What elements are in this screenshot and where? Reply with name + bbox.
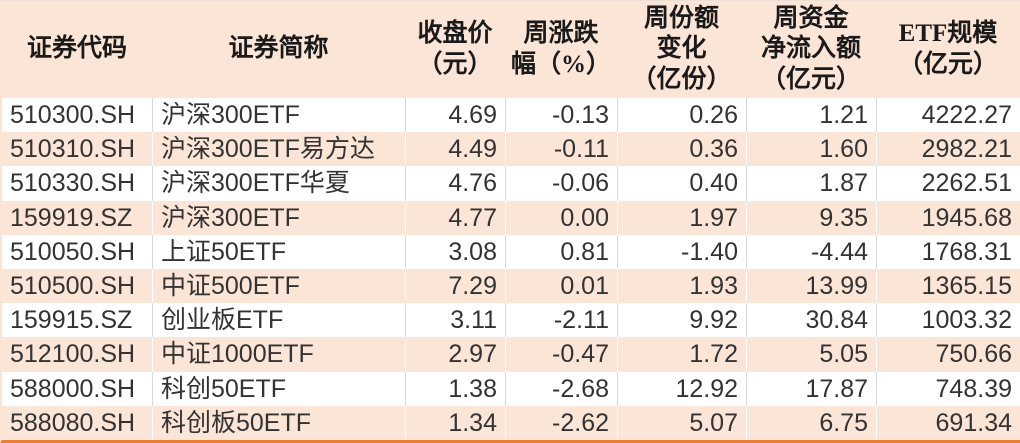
cell-chg: 0.01 [505,268,617,304]
cell-code: 512100.SH [10,340,136,369]
cell-close: 2.97 [405,337,505,372]
cell-scale: 748.39 [876,371,1020,406]
cell-code: 510330.SH [10,169,136,198]
cell-share: 9.92 [617,303,746,338]
table-row: 510500.SH 中证500ETF 7.29 0.01 1.93 13.99 1365.1… [2,268,1020,304]
cell-code: 510310.SH [10,135,136,164]
cell-share: 0.36 [617,132,746,167]
header-cell-share: 周份额 变化 （亿份） [631,4,732,93]
cell-code: 588000.SH [10,374,136,403]
cell-chg: 0.00 [505,200,617,235]
cell-scale: 691.34 [876,405,1020,440]
cell-close: 3.11 [405,303,505,338]
cell-flow: 9.35 [746,200,876,235]
table-row: 510300.SH 沪深300ETF 4.69 -0.13 0.26 1.21 4222.2… [2,98,1020,133]
cell-close: 4.77 [405,200,505,235]
cell-chg: -0.11 [505,132,617,167]
table-row: 588080.SH 科创板50ETF 1.34 -2.62 5.07 6.75 691.34 [2,405,1020,440]
cell-scale: 1003.32 [876,303,1020,338]
table-row: 510050.SH 上证50ETF 3.08 0.81 -1.40 -4.44 1768.3… [2,234,1020,269]
cell-close: 4.49 [405,132,505,167]
table-row: 510310.SH 沪深300ETF易方达 4.49 -0.11 0.36 1.60 298… [2,132,1020,167]
cell-flow: 5.05 [746,337,876,372]
cell-scale: 4222.27 [876,98,1020,133]
cell-close: 3.08 [405,234,505,269]
cell-share: 1.72 [617,337,746,372]
cell-scale: 1768.31 [876,234,1020,269]
header-cell-scale: ETF规模 （亿元） [897,20,998,78]
cell-name: 创业板ETF [152,303,405,338]
table-header-row: 证券代码 证券简称 收盘价 （元） 周涨跌 幅（%） 周份额 变化 （亿份） 周资金 净流… [2,1,1020,98]
cell-close: 1.34 [405,405,505,440]
cell-code: 588080.SH [10,408,136,437]
cell-scale: 1945.68 [876,200,1020,235]
cell-name: 上证50ETF [152,234,405,269]
table-row: 510330.SH 沪深300ETF华夏 4.76 -0.06 0.40 1.87 2262… [2,166,1020,201]
cell-share: 1.93 [617,268,746,304]
cell-scale: 750.66 [876,337,1020,372]
cell-name: 科创50ETF [152,371,405,406]
cell-share: 12.92 [617,371,746,406]
cell-scale: 2982.21 [876,132,1020,167]
cell-close: 4.69 [405,98,505,133]
cell-name: 中证1000ETF [152,337,405,372]
cell-chg: 0.81 [505,234,617,269]
table-row: 159919.SZ 沪深300ETF 4.77 0.00 1.97 9.35 1945.68 [2,200,1020,235]
cell-chg: -2.11 [505,303,617,338]
cell-chg: -2.68 [505,371,617,406]
cell-name: 沪深300ETF华夏 [152,166,405,201]
cell-flow: 1.21 [746,98,876,133]
header-cell-code: 证券代码 [26,35,127,63]
cell-flow: 1.60 [746,132,876,167]
cell-flow: 30.84 [746,303,876,338]
header-cell-close: 收盘价 （元） [417,20,493,78]
cell-share: -1.40 [617,234,746,269]
cell-chg: -0.47 [505,337,617,372]
cell-name: 沪深300ETF [152,200,405,235]
cell-flow: 1.87 [746,166,876,201]
cell-code: 159919.SZ [10,203,133,232]
cell-flow: -4.44 [746,234,876,269]
cell-flow: 6.75 [746,405,876,440]
header-cell-chg: 周涨跌 幅（%） [510,20,611,78]
cell-close: 4.76 [405,166,505,201]
table-row: 512100.SH 中证1000ETF 2.97 -0.47 1.72 5.05 750.6… [2,337,1020,372]
cell-name: 中证500ETF [152,268,405,304]
cell-share: 0.26 [617,98,746,133]
cell-close: 1.38 [405,371,505,406]
cell-flow: 17.87 [746,371,876,406]
cell-name: 沪深300ETF易方达 [152,132,405,167]
cell-code: 510300.SH [10,101,136,129]
cell-code: 510500.SH [10,271,136,300]
cell-code: 510050.SH [10,237,136,266]
cell-close: 7.29 [405,268,505,304]
cell-chg: -0.06 [505,166,617,201]
cell-name: 科创板50ETF [152,405,405,440]
cell-name: 沪深300ETF [152,98,405,133]
header-cell-flow: 周资金 净流入额 （亿元） [760,4,861,93]
cell-chg: -0.13 [505,98,617,133]
table-body: 510300.SH 沪深300ETF 4.69 -0.13 0.26 1.21 4222.2… [2,98,1020,440]
cell-share: 1.97 [617,200,746,235]
cell-scale: 2262.51 [876,166,1020,201]
table-row: 159915.SZ 创业板ETF 3.11 -2.11 9.92 30.84 1003.32 [2,303,1020,338]
table-row: 588000.SH 科创50ETF 1.38 -2.68 12.92 17.87 748.3… [2,371,1020,406]
cell-share: 0.40 [617,166,746,201]
cell-scale: 1365.15 [876,268,1020,304]
cell-share: 5.07 [617,405,746,440]
cell-code: 159915.SZ [10,306,133,335]
cell-flow: 13.99 [746,268,876,304]
cell-chg: -2.62 [505,405,617,440]
header-cell-name: 证券简称 [228,35,329,63]
